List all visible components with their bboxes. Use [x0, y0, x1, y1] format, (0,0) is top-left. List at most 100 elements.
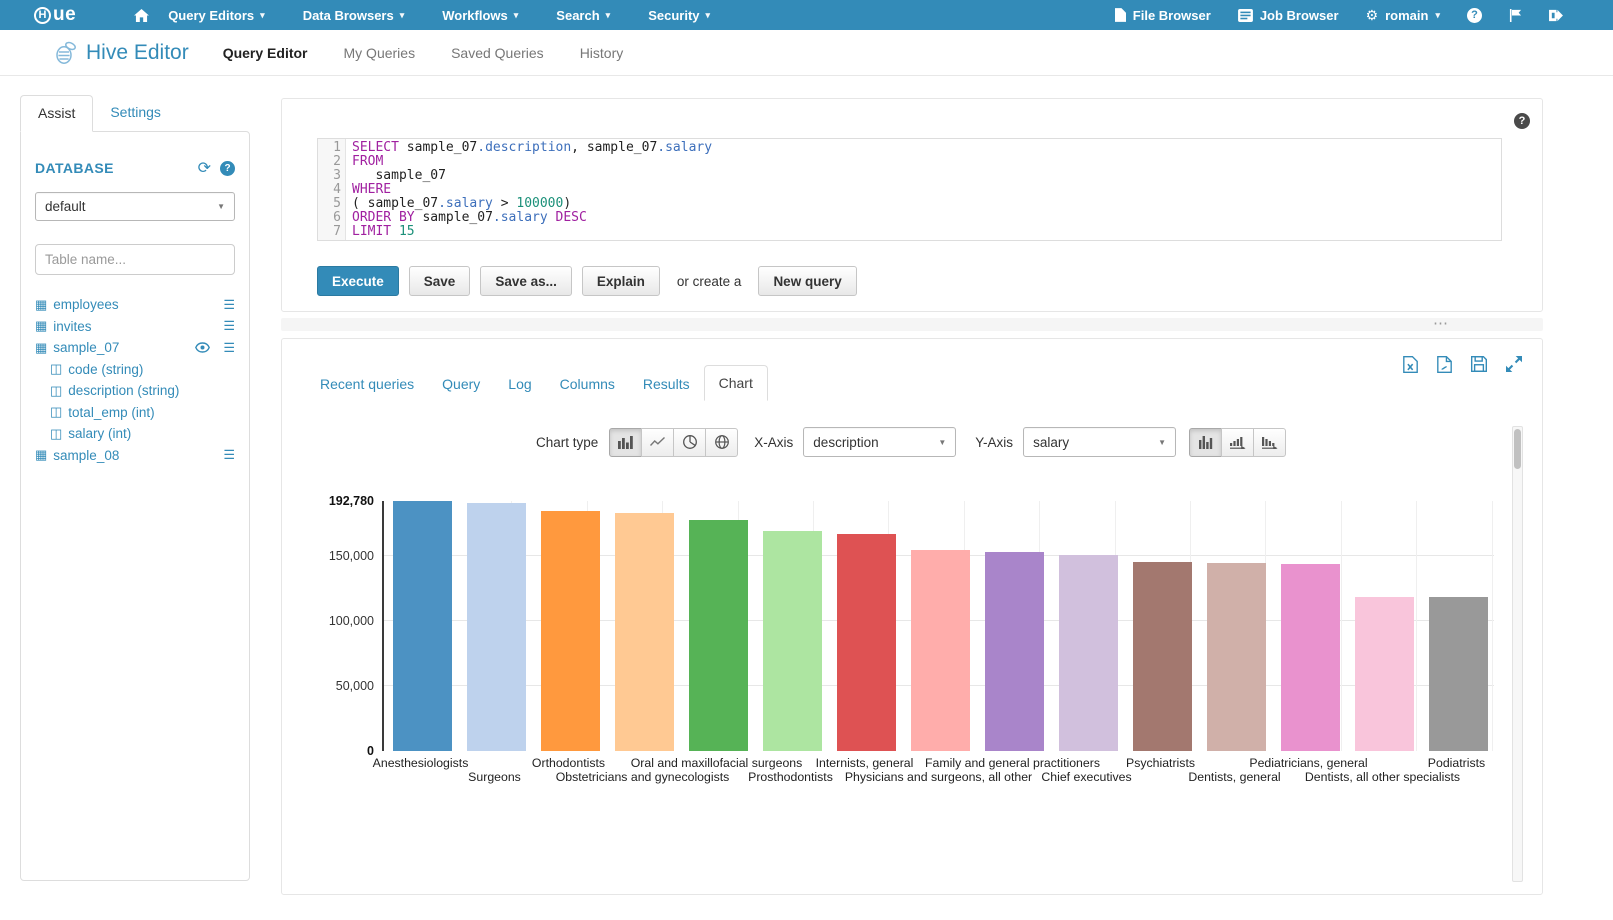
sort-ascending-icon — [1229, 436, 1246, 449]
x-tick-label: Dentists, general — [1188, 770, 1281, 784]
save-as-button[interactable]: Save as... — [480, 266, 572, 296]
x-tick-label: Prosthodontists — [748, 770, 833, 784]
tab-results[interactable]: Results — [642, 376, 690, 392]
sort-descending-button[interactable] — [1253, 427, 1287, 457]
hive-editor-title[interactable]: Hive Editor — [52, 40, 189, 65]
editor-code[interactable]: SELECT sample_07.description, sample_07.… — [352, 140, 713, 239]
bar-surgeons[interactable] — [467, 502, 526, 751]
bar-dentists-general[interactable] — [1207, 562, 1266, 751]
results-scrollbar[interactable] — [1512, 426, 1523, 882]
chart-type-line-button[interactable] — [641, 427, 675, 457]
bar-physicians-and-surgeons-all-other[interactable] — [911, 549, 970, 751]
save-button[interactable]: Save — [408, 266, 471, 296]
database-help-icon[interactable]: ? — [220, 160, 235, 176]
tab-my-queries[interactable]: My Queries — [343, 44, 416, 61]
tab-history[interactable]: History — [579, 44, 624, 61]
chart-type-bars-button[interactable] — [609, 427, 643, 457]
panel-resize-handle[interactable]: ⋯ — [281, 315, 1543, 332]
column-row-description[interactable]: ◫ description (string) — [50, 382, 180, 399]
x-tick-label: Internists, general — [815, 756, 914, 770]
execute-button[interactable]: Execute — [317, 266, 399, 296]
column-row-total-emp[interactable]: ◫ total_emp (int) — [50, 404, 155, 420]
chart-type-label: Chart type — [536, 434, 599, 450]
explain-button[interactable]: Explain — [581, 266, 660, 296]
tab-query-editor[interactable]: Query Editor — [222, 44, 308, 61]
tab-recent-queries[interactable]: Recent queries — [320, 376, 415, 392]
refresh-icon[interactable]: ⟳ — [197, 160, 211, 177]
file-icon — [1114, 8, 1126, 22]
app-title-text: Hive Editor — [86, 40, 189, 64]
tab-columns[interactable]: Columns — [559, 376, 615, 392]
bar-obstetricians-and-gynecologists[interactable] — [615, 512, 674, 751]
feedback-button[interactable] — [1509, 8, 1522, 22]
user-menu[interactable]: ⚙ romain ▾ — [1366, 7, 1440, 24]
menu-query-editors[interactable]: Query Editors ▾ — [168, 7, 265, 23]
table-row-sample-07[interactable]: ▦ sample_07 ☰ — [35, 339, 235, 356]
bar-chief-executives[interactable] — [1059, 554, 1118, 751]
chart-type-map-button[interactable] — [705, 427, 739, 457]
export-excel-icon[interactable] — [1403, 356, 1418, 373]
y-axis-select[interactable]: salary ▼ — [1023, 427, 1177, 457]
home-button[interactable] — [134, 8, 150, 22]
select-arrow-icon: ▼ — [938, 437, 947, 447]
table-icon: ▦ — [35, 318, 48, 334]
table-menu-icon[interactable]: ☰ — [223, 339, 235, 355]
bar-oral-and-maxillofacial-surgeons[interactable] — [689, 519, 748, 751]
tab-log[interactable]: Log — [508, 376, 532, 392]
menu-security[interactable]: Security ▾ — [648, 7, 711, 23]
x-tick-label: Podiatrists — [1427, 756, 1486, 770]
menu-data-browsers[interactable]: Data Browsers ▾ — [302, 7, 405, 23]
table-row-employees[interactable]: ▦ employees ☰ — [35, 296, 235, 313]
save-results-icon[interactable] — [1471, 356, 1487, 373]
table-row-sample-08[interactable]: ▦ sample_08 ☰ — [35, 447, 235, 463]
sign-out-button[interactable] — [1549, 9, 1563, 22]
table-row-invites[interactable]: ▦ invites ☰ — [35, 318, 235, 334]
tab-chart[interactable]: Chart — [703, 365, 768, 401]
bar-psychiatrists[interactable] — [1133, 561, 1192, 751]
table-menu-icon[interactable]: ☰ — [223, 318, 235, 334]
line-chart-icon — [650, 436, 666, 448]
table-search-input[interactable] — [35, 244, 235, 275]
bar-podiatrists[interactable] — [1429, 597, 1488, 751]
chart-type-pie-button[interactable] — [673, 427, 707, 457]
bar-chart-icon — [618, 435, 634, 449]
hue-logo-badge: H — [34, 6, 51, 24]
bar-family-and-general-practitioners[interactable] — [985, 551, 1044, 751]
bar-anesthesiologists[interactable] — [393, 501, 452, 751]
bar-chart: 192,780 150,000 100,000 50,000 0 Anesthesiol… — [329, 494, 1494, 801]
x-tick-label: Anesthesiologists — [372, 756, 469, 770]
help-button[interactable]: ? — [1467, 7, 1482, 23]
expand-fullscreen-icon[interactable] — [1506, 356, 1522, 373]
job-browser-link[interactable]: Job Browser — [1237, 8, 1339, 23]
export-file-icon[interactable] — [1437, 356, 1452, 373]
file-browser-link[interactable]: File Browser — [1114, 8, 1211, 23]
resize-dots-icon: ⋯ — [1433, 315, 1450, 332]
tab-settings[interactable]: Settings — [110, 104, 161, 120]
table-menu-icon[interactable]: ☰ — [223, 447, 235, 463]
preview-eye-icon[interactable] — [195, 342, 211, 353]
bar-internists-general[interactable] — [837, 534, 896, 751]
sort-ascending-button[interactable] — [1221, 427, 1255, 457]
new-query-button[interactable]: New query — [758, 266, 857, 296]
hue-logo[interactable]: H ue — [34, 4, 76, 26]
bar-orthodontists[interactable] — [541, 510, 600, 751]
bar-dentists-all-other-specialists[interactable] — [1355, 597, 1414, 751]
column-row-code[interactable]: ◫ code (string) — [50, 361, 144, 377]
editor-help-icon[interactable]: ? — [1514, 113, 1530, 129]
table-menu-icon[interactable]: ☰ — [223, 296, 235, 312]
tab-saved-queries[interactable]: Saved Queries — [451, 44, 544, 61]
database-select[interactable]: default ▼ — [35, 192, 235, 221]
x-tick-label: Psychiatrists — [1125, 756, 1196, 770]
bar-prosthodontists[interactable] — [763, 530, 822, 751]
tab-assist[interactable]: Assist — [20, 95, 94, 132]
column-row-salary[interactable]: ◫ salary (int) — [50, 425, 132, 442]
menu-workflows[interactable]: Workflows ▾ — [442, 7, 519, 23]
menu-search[interactable]: Search ▾ — [556, 7, 611, 23]
bar-pediatricians-general[interactable] — [1281, 564, 1340, 751]
sort-none-button[interactable] — [1189, 427, 1223, 457]
tab-query[interactable]: Query — [442, 376, 481, 392]
chevron-down-icon: ▾ — [705, 9, 711, 20]
x-axis-select[interactable]: description ▼ — [803, 427, 957, 457]
scrollbar-thumb[interactable] — [1514, 429, 1521, 469]
